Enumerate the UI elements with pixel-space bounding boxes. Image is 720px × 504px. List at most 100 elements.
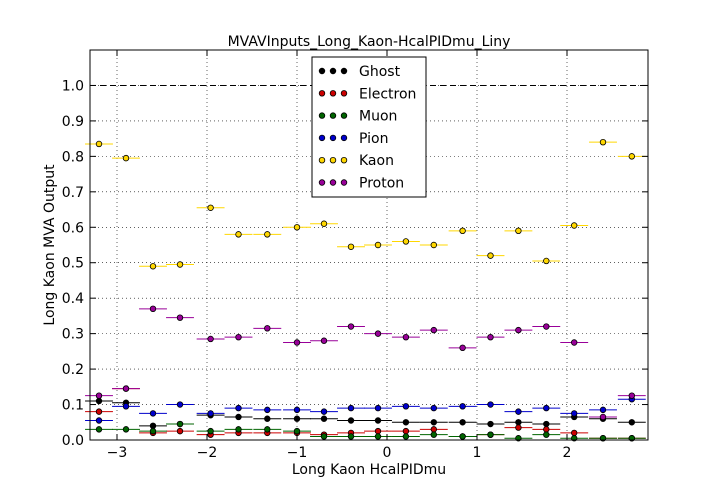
legend-marker-pion	[329, 134, 337, 142]
series-ghost	[85, 397, 646, 430]
point-electron	[402, 427, 410, 435]
point-kaon	[264, 231, 271, 238]
point-pion	[599, 406, 607, 414]
point-proton	[515, 326, 522, 334]
legend-label-pion: Pion	[359, 131, 388, 147]
point-pion	[487, 401, 494, 408]
point-pion	[543, 404, 550, 412]
point-proton	[149, 305, 157, 313]
point-kaon	[543, 257, 550, 265]
point-muon	[459, 433, 466, 440]
point-electron	[95, 408, 103, 415]
point-proton	[402, 333, 410, 341]
point-ghost	[430, 419, 437, 426]
y-tick-label: 0.2	[62, 362, 84, 378]
point-muon	[347, 433, 355, 440]
point-proton	[235, 333, 242, 341]
legend-marker-pion	[340, 134, 348, 142]
legend-marker-electron	[329, 90, 337, 97]
y-tick-label: 0.9	[62, 114, 84, 130]
legend-label-electron: Electron	[359, 86, 416, 102]
point-pion	[374, 404, 382, 412]
legend-marker-ghost	[318, 67, 326, 75]
y-tick-label: 1.0	[62, 78, 84, 94]
point-proton	[293, 339, 301, 346]
series-pion	[85, 396, 646, 424]
point-electron	[176, 427, 184, 435]
y-tick-label: 0.8	[62, 149, 84, 165]
legend-marker-electron	[340, 90, 348, 97]
point-ghost	[374, 417, 382, 424]
point-proton	[320, 337, 328, 344]
point-ghost	[543, 420, 550, 428]
data-points	[85, 138, 646, 442]
y-axis-label: Long Kaon MVA Output	[42, 164, 58, 326]
point-muon	[293, 427, 301, 435]
point-muon	[122, 426, 130, 433]
point-proton	[122, 385, 130, 392]
series-proton	[85, 305, 646, 421]
point-pion	[149, 410, 157, 417]
point-proton	[571, 339, 578, 346]
point-muon	[402, 433, 410, 440]
legend-marker-pion	[318, 134, 326, 142]
point-muon	[207, 427, 214, 435]
point-proton	[207, 335, 214, 343]
point-electron	[515, 424, 522, 431]
x-tick-label: −3	[107, 445, 128, 461]
point-kaon	[374, 241, 382, 249]
point-kaon	[459, 227, 466, 235]
point-kaon	[122, 154, 130, 162]
legend-marker-muon	[318, 112, 326, 119]
point-kaon	[207, 204, 214, 211]
point-muon	[176, 420, 184, 428]
legend-marker-kaon	[340, 156, 348, 164]
legend-marker-ghost	[329, 67, 337, 75]
point-kaon	[347, 243, 355, 250]
point-muon	[149, 427, 157, 435]
x-tick-label: −1	[287, 445, 308, 461]
point-ghost	[264, 415, 271, 422]
legend-box	[311, 56, 427, 198]
point-electron	[430, 426, 437, 433]
plot-frame	[89, 49, 649, 441]
point-proton	[176, 314, 184, 321]
x-tick-label: 1	[473, 445, 482, 461]
point-muon	[95, 426, 103, 433]
point-kaon	[599, 138, 607, 146]
point-proton	[264, 325, 271, 332]
point-ghost	[235, 413, 242, 421]
legend: Ghost Electron Muon Pion Kaon Proton	[311, 56, 427, 198]
point-proton	[543, 323, 550, 330]
y-tick-label: 0.0	[62, 433, 84, 449]
point-proton	[347, 323, 355, 330]
legend-marker-muon	[340, 112, 348, 119]
point-ghost	[628, 419, 635, 426]
point-proton	[430, 326, 437, 334]
point-pion	[571, 410, 578, 417]
point-ghost	[487, 420, 494, 428]
point-muon	[487, 431, 494, 438]
point-kaon	[320, 220, 328, 227]
point-ghost	[402, 419, 410, 426]
chart-title: MVAVInputs_Long_Kaon-HcalPIDmu_Liny	[228, 34, 511, 50]
y-tick-label: 0.3	[62, 327, 84, 343]
point-ghost	[95, 397, 103, 405]
point-kaon	[149, 263, 157, 270]
x-tick-label: 0	[383, 445, 392, 461]
point-pion	[515, 408, 522, 415]
point-ghost	[149, 422, 157, 430]
point-kaon	[430, 241, 437, 249]
legend-marker-proton	[340, 179, 348, 186]
point-proton	[459, 344, 466, 352]
point-pion	[176, 401, 184, 408]
y-tick-label: 0.5	[62, 256, 84, 272]
legend-marker-kaon	[318, 156, 326, 164]
point-proton	[599, 413, 607, 421]
point-kaon	[235, 231, 242, 238]
point-electron	[571, 429, 578, 437]
legend-marker-ghost	[340, 67, 348, 75]
point-muon	[543, 431, 550, 438]
point-kaon	[571, 222, 578, 229]
point-pion	[402, 403, 410, 410]
